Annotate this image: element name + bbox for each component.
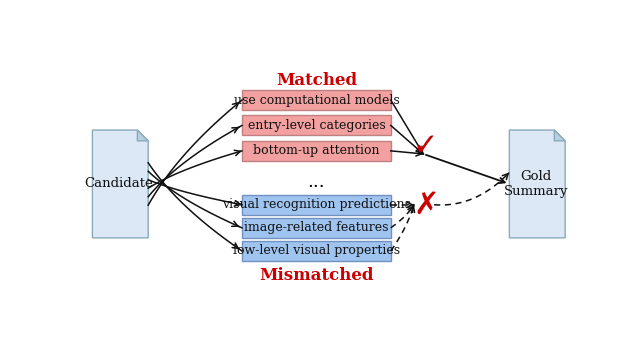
FancyBboxPatch shape <box>242 141 391 161</box>
Text: entry-level categories: entry-level categories <box>248 119 385 132</box>
Polygon shape <box>554 130 565 141</box>
Text: low-level visual properties: low-level visual properties <box>233 245 400 257</box>
FancyBboxPatch shape <box>242 195 391 215</box>
Text: Matched: Matched <box>276 72 357 89</box>
Text: visual recognition predictions: visual recognition predictions <box>222 198 411 211</box>
Text: ✓: ✓ <box>412 132 438 161</box>
Text: Candidate: Candidate <box>84 177 153 190</box>
Text: Gold
Summary: Gold Summary <box>504 170 568 198</box>
Text: ...: ... <box>308 173 325 191</box>
Text: bottom-up attention: bottom-up attention <box>253 144 380 157</box>
Text: use computational models: use computational models <box>234 93 399 107</box>
FancyBboxPatch shape <box>242 90 391 110</box>
Polygon shape <box>138 130 148 141</box>
FancyBboxPatch shape <box>242 241 391 261</box>
Text: ✗: ✗ <box>413 190 439 219</box>
FancyBboxPatch shape <box>242 116 391 136</box>
Polygon shape <box>92 130 148 238</box>
FancyBboxPatch shape <box>242 218 391 238</box>
Text: image-related features: image-related features <box>244 221 388 234</box>
Text: Mismatched: Mismatched <box>259 267 374 284</box>
Polygon shape <box>509 130 565 238</box>
